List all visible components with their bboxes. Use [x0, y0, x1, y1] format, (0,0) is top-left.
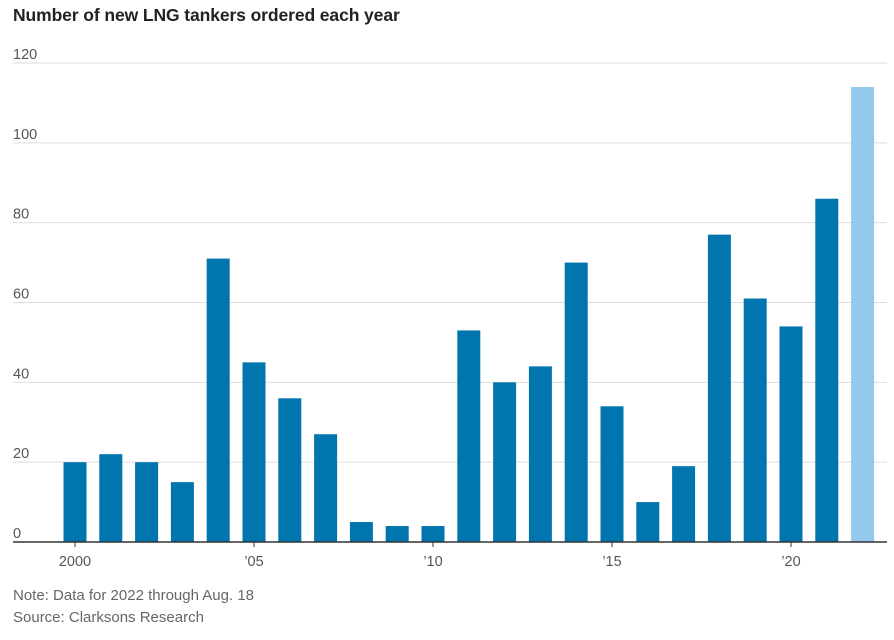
bar-2021: [815, 198, 839, 542]
bar-2004: [206, 258, 230, 542]
chart-note: Note: Data for 2022 through Aug. 18: [13, 587, 255, 604]
bar-2020: [779, 326, 803, 542]
y-tick-label-100: 100: [13, 127, 37, 143]
bar-2016: [636, 502, 660, 542]
bar-2000: [63, 462, 87, 542]
bar-2003: [170, 482, 194, 542]
bar-chart: 0 20 40 60 80 100 120 2000 ’05 ’10 ’15 ’20: [13, 47, 887, 570]
bar-2018: [707, 234, 731, 542]
x-tick-label-2005: ’05: [244, 554, 263, 570]
bar-2013: [528, 366, 552, 542]
y-tick-label-40: 40: [13, 366, 29, 382]
y-axis-labels: 0 20 40 60 80 100 120: [13, 47, 37, 542]
bar-2007: [314, 434, 338, 542]
bar-2012: [493, 382, 517, 542]
y-tick-label-0: 0: [13, 526, 21, 542]
gridlines: [13, 62, 887, 463]
bars: [63, 86, 875, 542]
bar-2015: [600, 406, 624, 542]
bar-2010: [421, 526, 445, 542]
bar-2006: [278, 398, 302, 542]
x-tick-label-2015: ’15: [602, 554, 621, 570]
x-tick-label-2000: 2000: [59, 554, 91, 570]
y-tick-label-60: 60: [13, 287, 29, 303]
bar-2019: [743, 298, 767, 542]
bar-2022: [851, 86, 875, 542]
y-tick-label-120: 120: [13, 47, 37, 63]
bar-2001: [99, 454, 123, 542]
y-tick-label-80: 80: [13, 207, 29, 223]
bar-2014: [564, 262, 588, 542]
x-tick-label-2010: ’10: [423, 554, 442, 570]
bar-2008: [349, 522, 373, 542]
bar-2005: [242, 362, 266, 542]
bar-2009: [385, 526, 409, 542]
bar-2002: [135, 462, 159, 542]
x-axis: 2000 ’05 ’10 ’15 ’20: [13, 541, 887, 570]
chart-title: Number of new LNG tankers ordered each y…: [13, 5, 400, 25]
x-tick-label-2020: ’20: [781, 554, 800, 570]
y-tick-label-20: 20: [13, 446, 29, 462]
chart-source: Source: Clarksons Research: [13, 609, 204, 626]
bar-2011: [457, 330, 481, 542]
bar-2017: [672, 466, 696, 542]
